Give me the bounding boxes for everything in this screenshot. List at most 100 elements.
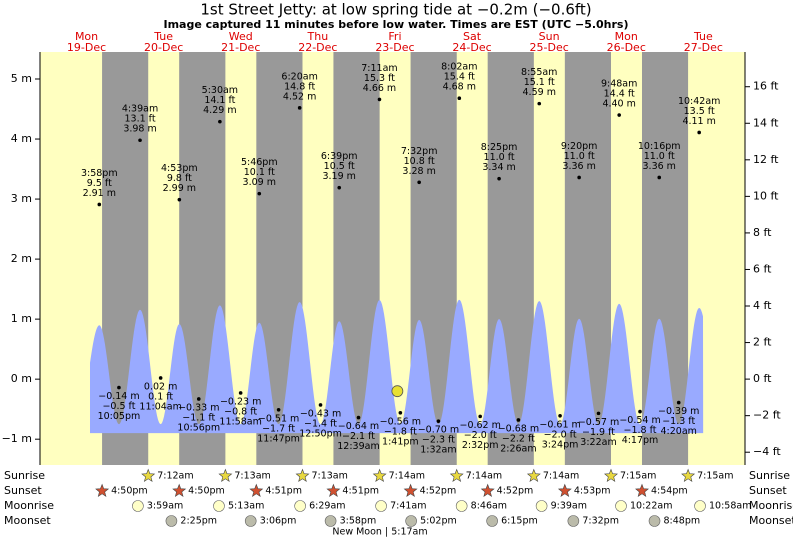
tide-point [638, 409, 642, 414]
tide-label: −0.33 m [178, 402, 219, 413]
tide-point [238, 391, 243, 395]
tide-label: −1.8 ft [384, 426, 417, 437]
tide-label: −0.5 ft [102, 401, 135, 412]
sunrise-time: 7:14am [389, 471, 425, 482]
tide-label: 9.8 ft [167, 173, 192, 184]
day-name: Fri [388, 30, 401, 43]
sun-icon [403, 483, 418, 497]
tide-point [337, 185, 342, 190]
moonrise-time: 3:59am [147, 501, 183, 512]
tide-label: 6:39pm [321, 151, 358, 162]
y2-tick-label: 12 ft [753, 153, 779, 166]
moonrise-time: 10:22am [630, 501, 672, 512]
y-tick-label: 1 m [11, 312, 32, 325]
tide-point [398, 410, 403, 415]
tide-label: 2:32pm [462, 440, 499, 451]
tide-label: 7:32pm [401, 146, 438, 157]
tide-label: 5:46pm [241, 157, 278, 168]
current-level [391, 385, 404, 398]
tide-point [558, 413, 562, 418]
tide-point [257, 191, 262, 196]
sun-icon [172, 483, 187, 497]
sun-icon [681, 468, 696, 482]
moonrise-icon [535, 500, 548, 512]
moonset-time: 3:06pm [260, 516, 297, 527]
tide-point [577, 175, 581, 180]
sunrise-time: 7:14am [543, 471, 579, 482]
tide-label: −2.0 ft [464, 430, 497, 441]
row-label: Sunset [749, 484, 787, 497]
tide-label: 4.29 m [203, 105, 236, 116]
row-label: Sunrise [4, 469, 45, 482]
y-tick-label: 3 m [11, 192, 32, 205]
day-date: 20-Dec [144, 41, 183, 54]
tide-label: −0.57 m [578, 417, 619, 428]
moonset-time: 2:25pm [180, 516, 217, 527]
moonrise-time: 7:41am [390, 501, 426, 512]
tide-label: 3:58pm [81, 168, 118, 179]
tide-point [196, 397, 201, 401]
moonset-icon [324, 515, 337, 527]
row-label: Moonset [4, 514, 51, 527]
tide-label: −1.1 ft [182, 412, 215, 423]
tide-label: 12:50pm [299, 428, 342, 439]
tide-label: 3:24pm [542, 439, 579, 450]
tide-point [457, 96, 462, 101]
y2-tick-label: 8 ft [753, 226, 772, 239]
sun-icon [218, 468, 233, 482]
tide-label: 10.1 ft [244, 167, 275, 178]
tide-point [377, 97, 382, 102]
day-name: Tue [693, 30, 713, 43]
day-name: Sun [539, 30, 560, 43]
tide-label: −0.56 m [380, 416, 421, 427]
tide-label: 14.8 ft [284, 81, 315, 92]
sun-icon [604, 468, 618, 482]
tide-label: −1.9 ft [582, 427, 615, 438]
row-label: Sunrise [749, 469, 790, 482]
moonset-icon [165, 515, 178, 527]
moonrise-icon [694, 500, 706, 512]
tide-point [177, 197, 182, 202]
sunset-time: 4:50pm [111, 486, 148, 497]
tide-label: −1.3 ft [662, 416, 695, 427]
chart-subtitle: Image captured 11 minutes before low wat… [163, 18, 628, 31]
sunrise-time: 7:15am [697, 471, 733, 482]
moonrise-icon [455, 500, 468, 512]
tide-label: 9.5 ft [87, 178, 112, 189]
tide-point [356, 415, 361, 420]
tide-label: 3.19 m [322, 171, 355, 182]
tide-label: −0.14 m [98, 391, 139, 402]
y2-tick-label: 0 ft [753, 372, 772, 385]
day-date: 21-Dec [221, 41, 260, 54]
moonset-icon [405, 515, 417, 527]
tide-label: −2.1 ft [342, 431, 375, 442]
sunrise-time: 7:13am [234, 471, 270, 482]
moon-phase: New Moon | 5:17am [332, 527, 427, 538]
tide-point [676, 400, 681, 405]
day-date: 24-Dec [452, 41, 491, 54]
tide-label: 8:25pm [481, 142, 518, 153]
day-date: 23-Dec [375, 41, 414, 54]
tide-label: 7:11am [361, 63, 397, 74]
tide-label: 5:30am [202, 85, 238, 96]
y-tick-label: 2 m [11, 252, 32, 265]
sun-icon [635, 483, 649, 497]
row-label: Sunset [4, 484, 42, 497]
tide-label: 2:26am [500, 443, 536, 454]
y2-tick-label: 14 ft [753, 116, 779, 129]
tide-label: 8:02am [441, 62, 477, 73]
y2-tick-label: −4 ft [753, 445, 781, 458]
tide-point [158, 376, 163, 380]
moonset-icon [567, 515, 580, 527]
tide-label: 0.1 ft [148, 391, 173, 402]
tide-label: 3.28 m [402, 166, 435, 177]
day-name: Mon [75, 30, 98, 43]
tide-label: 15.4 ft [444, 72, 475, 83]
tide-point [218, 119, 222, 124]
tide-label: 11.0 ft [564, 151, 595, 162]
tide-label: −1.8 ft [624, 425, 657, 436]
tide-label: 1:32am [420, 445, 456, 456]
tide-point [276, 407, 281, 412]
sunset-time: 4:51pm [265, 486, 302, 497]
sunset-time: 4:53pm [574, 486, 611, 497]
